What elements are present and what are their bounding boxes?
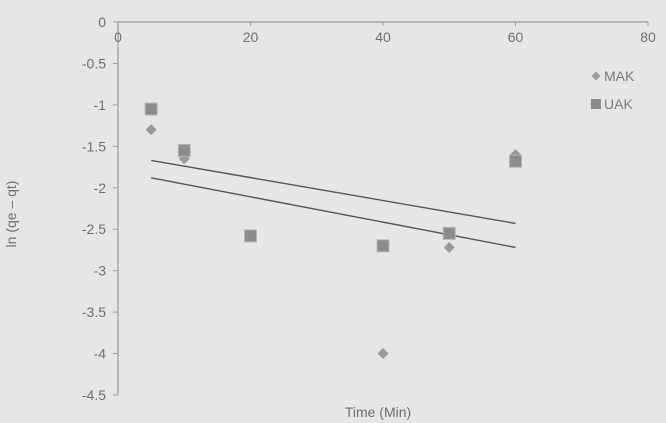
legend-label-uak: UAK	[604, 96, 633, 112]
y-tick-label: -2.5	[82, 221, 106, 237]
y-tick-label: -4	[94, 346, 107, 362]
data-point-uak	[376, 239, 390, 253]
x-tick-label: 20	[243, 29, 259, 45]
x-tick-label: 40	[375, 29, 391, 45]
data-point-mak	[145, 124, 157, 136]
data-point-uak	[144, 102, 158, 116]
trendline-mak	[150, 177, 516, 249]
y-tick-label: -1.5	[82, 138, 106, 154]
y-tick-label: 0	[98, 14, 106, 30]
data-points	[144, 102, 522, 360]
y-tick-label: -0.5	[82, 55, 106, 71]
data-point-uak	[244, 229, 257, 243]
data-point-mak	[377, 348, 389, 360]
y-tick-label: -1	[94, 97, 107, 113]
x-tick-label: 60	[508, 29, 524, 45]
y-axis-label: ln (qe – qt)	[3, 181, 19, 248]
legend: MAK UAK	[591, 68, 635, 112]
y-tick-label: -4.5	[82, 387, 106, 403]
legend-marker-mak	[591, 71, 601, 81]
legend-label-mak: MAK	[604, 68, 635, 84]
trendline-uak	[151, 159, 516, 225]
x-tick-label: 80	[640, 29, 656, 45]
data-point-uak	[509, 154, 522, 168]
y-tick-label: -3.5	[82, 304, 106, 320]
x-tick-label: 0	[114, 29, 122, 45]
data-point-mak	[443, 241, 455, 253]
axes: 0 -0.5 -1 -1.5 -2 -2.5 -3 -3.5 -4 -4.5 0 20 40 60 80	[82, 14, 656, 403]
data-point-uak	[177, 143, 191, 157]
y-tick-label: -3	[94, 263, 107, 279]
legend-marker-uak	[591, 99, 601, 109]
y-tick-label: -2	[94, 180, 107, 196]
x-axis-label: Time (Min)	[345, 404, 411, 420]
trendlines	[150, 159, 516, 249]
data-point-uak	[442, 226, 456, 240]
